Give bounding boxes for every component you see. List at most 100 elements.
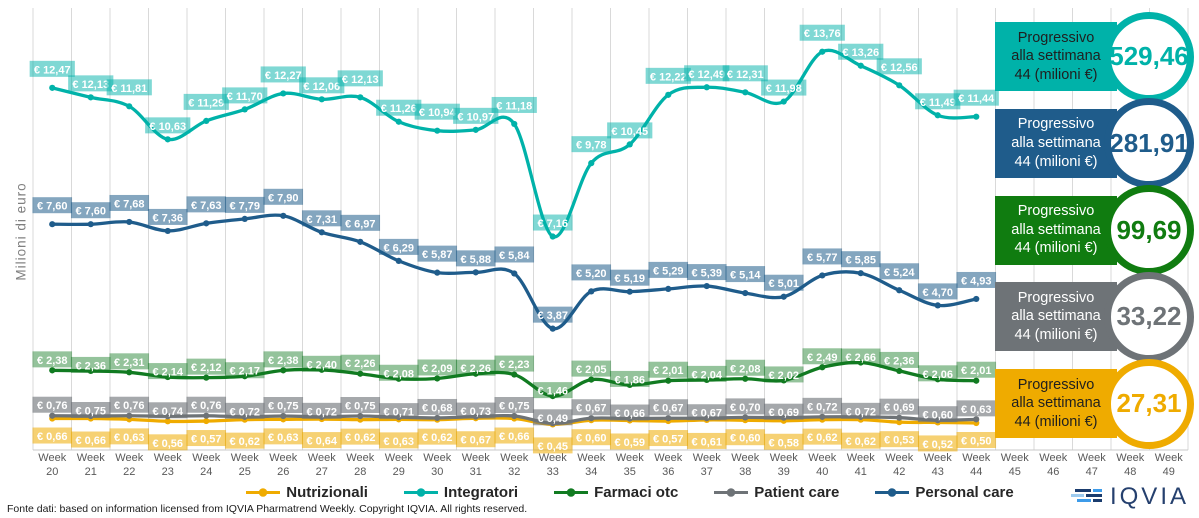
data-label-bg — [838, 43, 884, 60]
data-point — [203, 117, 210, 124]
data-label: € 2,01 — [961, 365, 992, 377]
data-point — [203, 417, 210, 425]
x-tick-week-number: 30 — [431, 466, 443, 478]
data-label: € 4,70 — [922, 287, 953, 299]
data-label-bg — [917, 283, 958, 300]
data-label: € 5,19 — [614, 273, 645, 285]
data-point — [49, 367, 56, 374]
data-label: € 0,60 — [576, 433, 607, 445]
data-label: € 2,38 — [37, 355, 68, 367]
data-label: € 12,13 — [342, 74, 379, 86]
data-point — [742, 289, 749, 297]
data-point — [434, 414, 441, 422]
data-label-bg — [725, 429, 766, 446]
x-tick-week-number: 31 — [470, 466, 482, 478]
data-label: € 0,59 — [614, 437, 645, 449]
legend-label: Personal care — [915, 484, 1014, 501]
data-point — [934, 376, 941, 383]
data-label: € 5,88 — [460, 254, 491, 266]
data-label-bg — [378, 238, 419, 255]
data-point — [87, 94, 94, 101]
data-point — [164, 136, 171, 143]
data-point — [896, 82, 903, 89]
data-label: € 2,01 — [653, 365, 684, 377]
x-tick-week-word: Week — [847, 452, 875, 464]
data-label: € 2,08 — [383, 368, 414, 380]
x-tick-week-word: Week — [1039, 452, 1067, 464]
data-point — [511, 270, 518, 277]
data-point — [896, 287, 903, 294]
data-label-bg — [648, 261, 689, 278]
data-label-bg — [263, 188, 304, 205]
data-label: € 0,76 — [191, 400, 222, 412]
iqvia-logo-text: IQVIA — [1109, 483, 1189, 510]
data-label-bg — [799, 24, 845, 41]
legend-marker-icon — [875, 488, 910, 497]
data-label-bg — [263, 397, 304, 413]
data-label: € 0,70 — [730, 402, 761, 414]
data-label: € 12,13 — [72, 79, 109, 91]
data-label: € 7,63 — [191, 200, 222, 212]
data-point — [241, 106, 248, 113]
data-label-bg — [802, 397, 843, 414]
data-point — [819, 272, 826, 279]
x-tick-week-word: Week — [154, 452, 182, 464]
data-label: € 0,62 — [229, 436, 260, 448]
data-point — [87, 221, 94, 228]
data-label-bg — [301, 432, 342, 449]
legend-label: Nutrizionali — [286, 484, 368, 501]
data-label-bg — [109, 353, 150, 370]
data-label: € 0,67 — [460, 435, 491, 447]
data-label: € 7,60 — [37, 201, 68, 213]
data-point — [511, 371, 518, 378]
data-label-bg — [109, 428, 150, 445]
x-tick-week-word: Week — [962, 452, 990, 464]
data-label-bg — [376, 99, 422, 116]
data-point — [549, 325, 556, 332]
data-label-bg — [917, 365, 958, 382]
x-tick-week-word: Week — [1155, 452, 1183, 464]
data-point — [357, 238, 364, 245]
x-tick-week-word: Week — [346, 452, 374, 464]
data-label-bg — [224, 362, 265, 379]
data-label: € 5,87 — [422, 249, 453, 261]
data-point — [357, 370, 364, 377]
data-label: € 6,29 — [383, 242, 414, 254]
data-label: € 0,76 — [114, 400, 145, 412]
data-label-bg — [186, 358, 227, 375]
data-label: € 10,45 — [611, 126, 648, 138]
x-tick-week-number: 35 — [624, 466, 636, 478]
data-label-bg — [186, 196, 227, 213]
data-point — [665, 415, 672, 422]
data-label: € 12,56 — [881, 62, 918, 74]
data-label-bg — [417, 398, 458, 415]
data-label: € 7,79 — [229, 200, 260, 212]
data-label-bg — [763, 274, 804, 291]
data-label-bg — [337, 70, 383, 87]
data-label: € 0,69 — [884, 402, 915, 414]
data-point — [703, 282, 710, 290]
data-point — [434, 127, 441, 134]
data-label-bg — [725, 266, 766, 283]
data-point — [665, 377, 672, 384]
data-label-bg — [68, 75, 114, 92]
data-point — [49, 84, 56, 91]
data-label-bg — [109, 194, 150, 211]
data-point — [934, 302, 941, 309]
data-label-bg — [686, 264, 727, 281]
data-label-bg — [70, 202, 111, 219]
data-label: € 0,50 — [961, 436, 992, 448]
x-tick-week-number: 32 — [508, 466, 520, 478]
data-label-bg — [70, 431, 111, 448]
data-point — [318, 96, 325, 103]
data-point — [549, 233, 556, 240]
data-point — [780, 98, 787, 105]
data-label: € 7,16 — [537, 218, 568, 230]
legend-item-patient-care: Patient care — [714, 484, 839, 501]
x-tick-week-word: Week — [231, 452, 259, 464]
legend-marker-icon — [403, 488, 438, 497]
data-label: € 2,05 — [576, 364, 607, 376]
data-label-bg — [70, 402, 111, 418]
x-tick-week-number: 44 — [970, 466, 982, 478]
data-label: € 4,93 — [961, 275, 992, 287]
